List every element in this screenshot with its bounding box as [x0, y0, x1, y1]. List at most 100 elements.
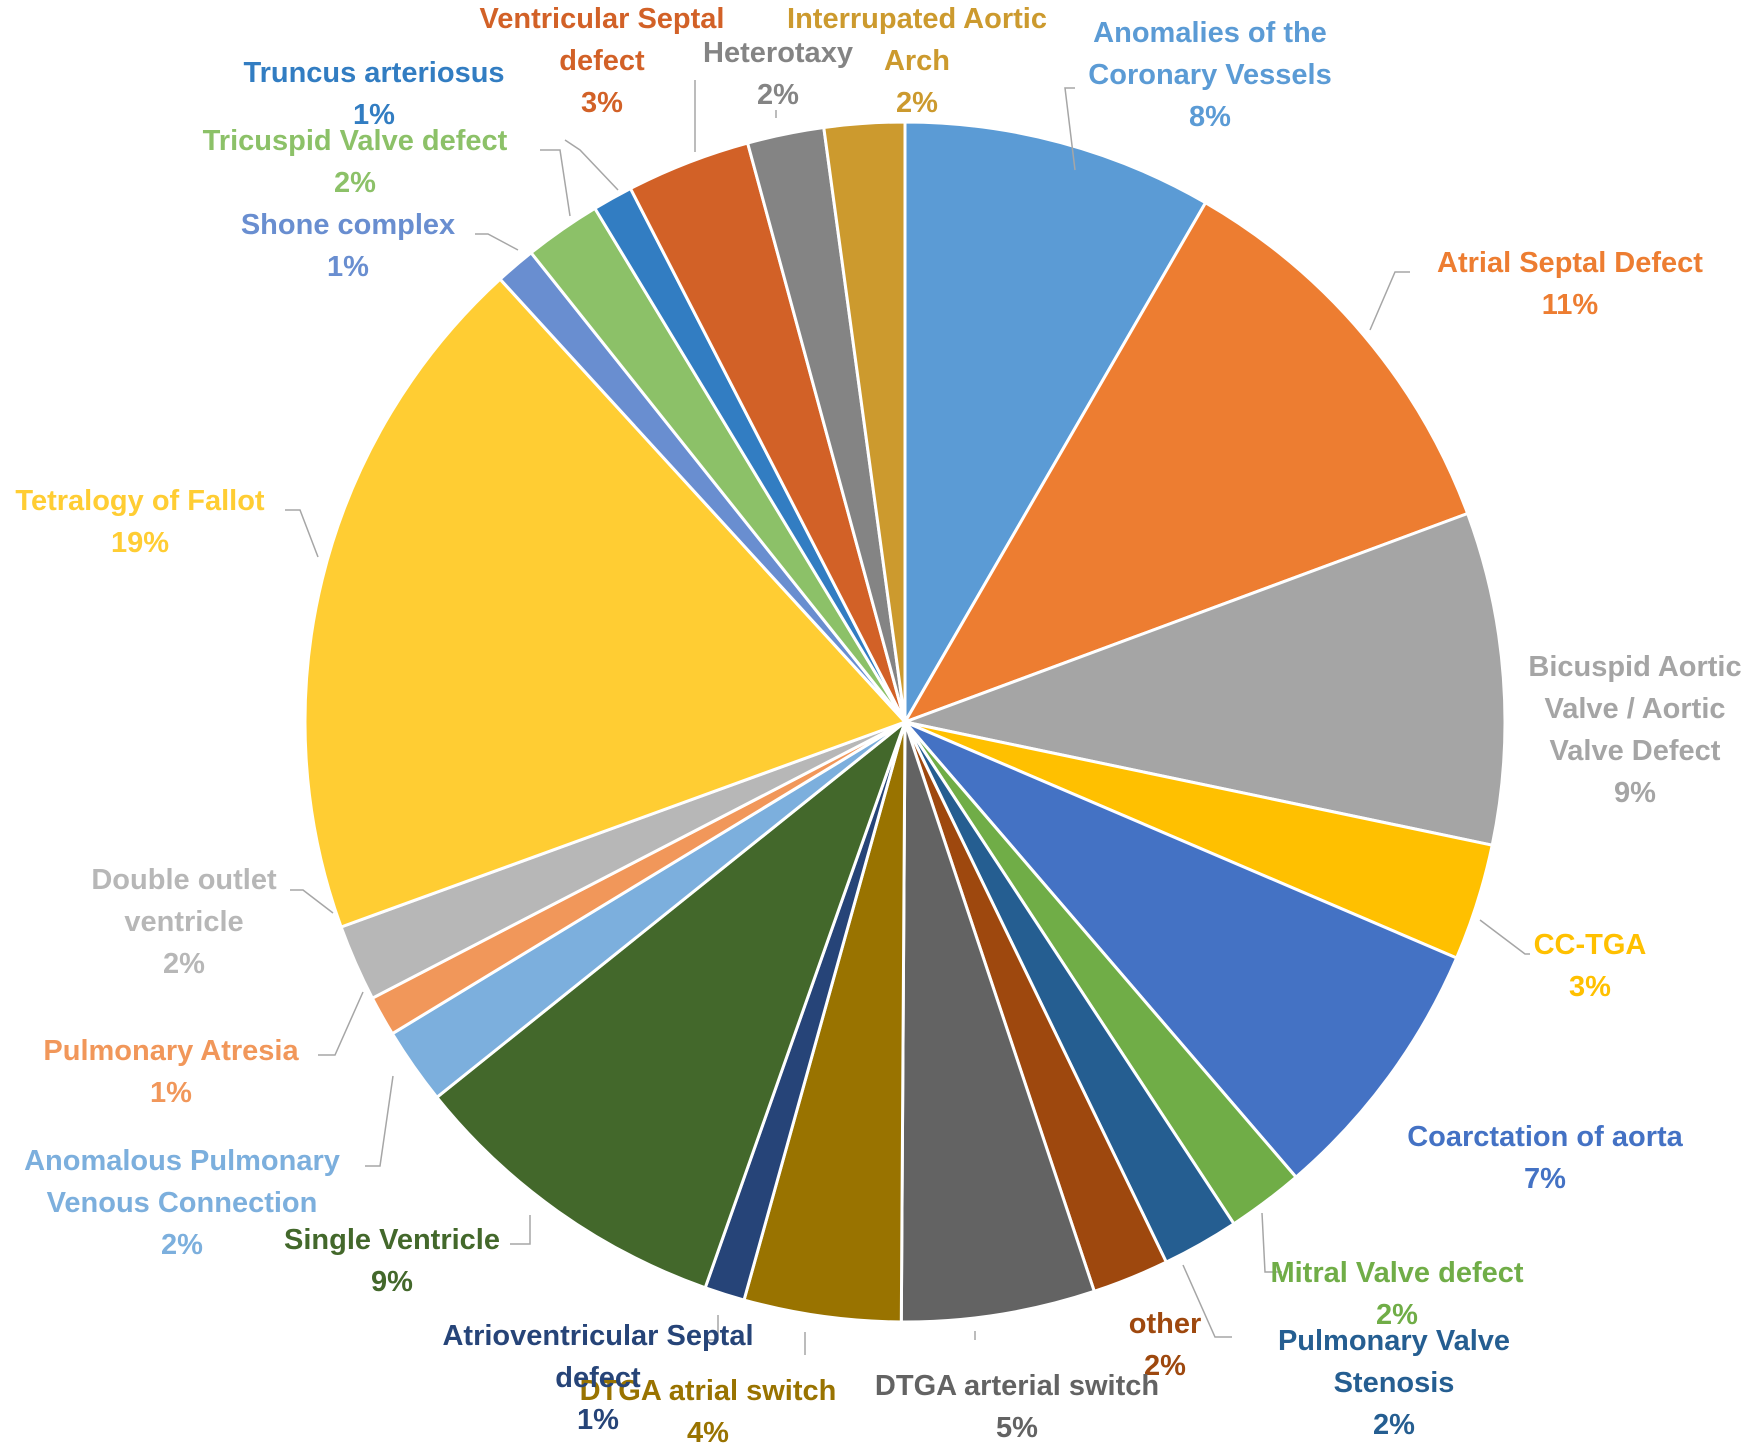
- leader-line-tetralogy-of-fallot: [285, 509, 319, 558]
- data-label-other: other 2%: [1129, 1308, 1202, 1382]
- data-label-value: 11%: [1542, 289, 1599, 321]
- data-label-shone-complex: Shone complex 1%: [241, 209, 455, 283]
- data-label-single-ventricle: Single Ventricle 9%: [284, 1224, 500, 1298]
- data-label-dtga-atrial-switch: DTGA atrial switch 4%: [580, 1375, 837, 1444]
- data-label-text: Tricuspid Valve defect: [203, 125, 508, 157]
- data-label-text: Arch: [884, 45, 950, 77]
- data-label-value: 2%: [757, 79, 799, 111]
- data-label-value: 3%: [1569, 971, 1611, 1003]
- data-label-text: Coarctation of aorta: [1407, 1121, 1683, 1153]
- data-label-mitral-valve-defect: Mitral Valve defect 2%: [1270, 1257, 1523, 1331]
- pie-slice-single-ventricle: [435, 720, 907, 1290]
- data-label-ventricular-septal-defect: Ventricular Septal defect 3%: [480, 3, 725, 119]
- leader-line-pulmonary-atresia: [318, 991, 364, 1056]
- data-label-text: Coronary Vessels: [1088, 59, 1331, 91]
- data-label-bicuspid-aortic-valve-aortic-valve-defect: Bicuspid Aortic Valve / Aortic Valve Defec…: [1528, 651, 1741, 809]
- pie-slice-dtga-arterial-switch: [899, 720, 1096, 1324]
- data-label-anomalous-pulmonary-venous-connection: Anomalous Pulmonary Venous Connection 2%: [24, 1145, 340, 1261]
- data-label-double-outlet-ventricle: Double outlet ventricle 2%: [91, 864, 277, 980]
- leader-line-pulmonary-valve-stenosis: [1182, 1264, 1232, 1338]
- data-label-value: 2%: [896, 87, 938, 119]
- leader-line-cc-tga: [1479, 919, 1530, 955]
- data-label-heterotaxy: Heterotaxy 2%: [703, 37, 853, 111]
- data-label-value: 9%: [1614, 777, 1656, 809]
- data-label-value: 4%: [687, 1417, 729, 1444]
- data-label-value: 2%: [1144, 1350, 1186, 1382]
- data-label-pulmonary-valve-stenosis: Pulmonary Valve Stenosis 2%: [1278, 1325, 1510, 1441]
- data-label-value: 19%: [111, 527, 169, 559]
- leader-line-double-outlet-ventricle: [290, 889, 334, 914]
- data-label-anomalies-of-the-coronary-vessels: Anomalies of the Coronary Vessels 8%: [1088, 17, 1331, 133]
- leader-line-truncus-arteriosus: [564, 139, 619, 191]
- data-label-text: Pulmonary Valve: [1278, 1325, 1510, 1357]
- data-label-text: Truncus arteriosus: [243, 57, 504, 89]
- data-label-value: 2%: [161, 1229, 203, 1261]
- data-label-tricuspid-valve-defect: Tricuspid Valve defect 2%: [203, 125, 508, 199]
- data-label-value: 5%: [996, 1412, 1038, 1444]
- data-label-text: Anomalous Pulmonary: [24, 1145, 340, 1177]
- leader-line-anomalous-pulmonary-venous-connection: [365, 1075, 394, 1167]
- data-label-tetralogy-of-fallot: Tetralogy of Fallot 19%: [15, 485, 265, 559]
- data-label-value: 2%: [163, 948, 205, 980]
- leader-line-anomalies-of-the-coronary-vessels: [1064, 87, 1076, 171]
- pie-slice-atrial-septal-defect: [903, 201, 1470, 724]
- data-label-text: CC-TGA: [1534, 929, 1647, 961]
- data-label-value: 9%: [371, 1266, 413, 1298]
- leader-line-mitral-valve-defect: [1261, 1212, 1282, 1273]
- pie-slice-anomalies-of-the-coronary-vessels: [903, 120, 1208, 724]
- data-label-text: Valve Defect: [1550, 735, 1721, 767]
- pie-slice-interrupated-aortic-arch: [822, 120, 907, 724]
- data-label-text: Double outlet: [91, 864, 277, 896]
- data-label-text: Tetralogy of Fallot: [15, 485, 265, 517]
- leader-line-atrioventricular-septal-defect: [705, 1315, 719, 1341]
- leader-line-tricuspid-valve-defect: [540, 149, 571, 217]
- data-label-value: 8%: [1189, 101, 1231, 133]
- data-label-cc-tga: CC-TGA 3%: [1534, 929, 1647, 1003]
- data-label-value: 2%: [334, 167, 376, 199]
- data-label-atrioventricular-septal-defect: Atrioventricular Septal defect 1%: [442, 1320, 753, 1436]
- slices-layer: [303, 120, 1507, 1324]
- data-label-value: 7%: [1524, 1163, 1566, 1195]
- data-label-value: 2%: [1376, 1299, 1418, 1331]
- data-label-text: Ventricular Septal: [480, 3, 725, 35]
- pie-slice-coarctation-of-aorta: [903, 720, 1459, 1179]
- data-label-text: Shone complex: [241, 209, 455, 241]
- leader-line-single-ventricle: [510, 1215, 531, 1245]
- data-label-atrial-septal-defect: Atrial Septal Defect 11%: [1437, 247, 1703, 321]
- data-label-dtga-arterial-switch: DTGA arterial switch 5%: [875, 1370, 1159, 1444]
- data-label-text: Heterotaxy: [703, 37, 853, 69]
- data-label-value: 1%: [353, 99, 395, 131]
- data-label-text: defect: [555, 1362, 641, 1394]
- pie-slice-tetralogy-of-fallot: [303, 277, 907, 929]
- data-label-interrupated-aortic-arch: Interrupated Aortic Arch 2%: [787, 3, 1047, 119]
- data-label-value: 1%: [577, 1404, 619, 1436]
- data-label-text: Single Ventricle: [284, 1224, 500, 1256]
- leader-lines-layer: [285, 80, 1530, 1355]
- data-label-text: defect: [559, 45, 645, 77]
- data-label-text: DTGA atrial switch: [580, 1375, 837, 1407]
- data-label-text: Atrioventricular Septal: [442, 1320, 753, 1352]
- data-label-text: Bicuspid Aortic: [1528, 651, 1741, 683]
- data-label-text: other: [1129, 1308, 1202, 1340]
- data-label-text: Mitral Valve defect: [1270, 1257, 1523, 1289]
- data-label-coarctation-of-aorta: Coarctation of aorta 7%: [1407, 1121, 1683, 1195]
- data-label-text: DTGA arterial switch: [875, 1370, 1159, 1402]
- data-label-value: 1%: [327, 251, 369, 283]
- data-label-text: Atrial Septal Defect: [1437, 247, 1703, 279]
- data-label-text: Anomalies of the: [1093, 17, 1327, 49]
- data-label-text: Venous Connection: [47, 1187, 318, 1219]
- data-label-text: ventricle: [124, 906, 243, 938]
- data-label-text: Interrupated Aortic: [787, 3, 1047, 35]
- pie-slice-bicuspid-aortic-valve-aortic-valve-defect: [903, 512, 1507, 847]
- leader-line-shone-complex: [475, 233, 519, 251]
- data-label-value: 2%: [1373, 1409, 1415, 1441]
- leader-line-atrial-septal-defect: [1369, 271, 1410, 331]
- data-label-text: Stenosis: [1334, 1367, 1455, 1399]
- data-label-pulmonary-atresia: Pulmonary Atresia 1%: [43, 1035, 299, 1109]
- data-label-value: 3%: [581, 87, 623, 119]
- data-label-truncus-arteriosus: Truncus arteriosus 1%: [243, 57, 504, 131]
- data-label-text: Valve / Aortic: [1544, 693, 1725, 725]
- data-label-value: 1%: [150, 1077, 192, 1109]
